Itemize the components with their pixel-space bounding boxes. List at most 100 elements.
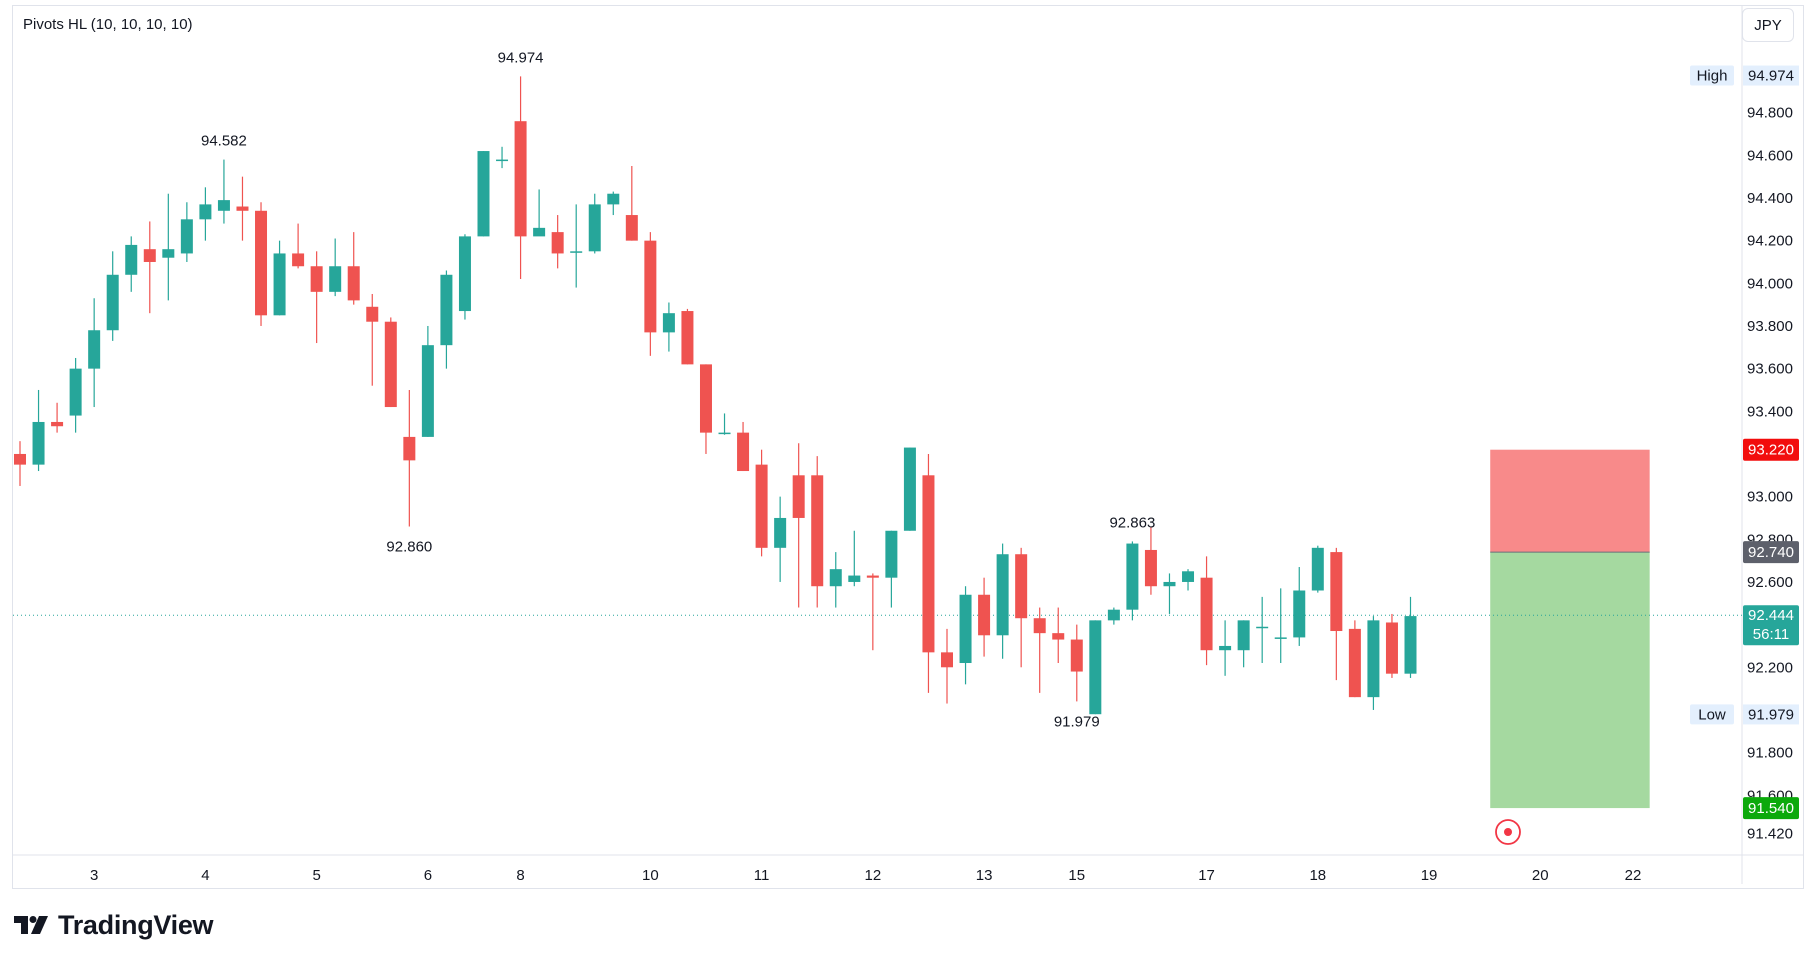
candle-body (811, 475, 824, 587)
price-tick-label: 92.200 (1747, 659, 1793, 676)
pivot-label: 91.979 (1054, 713, 1100, 730)
candle-body (310, 266, 323, 292)
candle-body (125, 244, 138, 275)
candle-body (792, 475, 805, 518)
current-price-label: 92.444 (1748, 607, 1794, 624)
candle-body (162, 249, 175, 258)
high-tag-label: High (1697, 68, 1728, 85)
stop-price-label: 93.220 (1748, 442, 1794, 459)
stop-loss-zone (1490, 449, 1650, 553)
candle-body (1052, 633, 1065, 640)
candle-body (69, 368, 82, 416)
entry-price-label: 92.740 (1748, 544, 1794, 561)
target-price-label-box (1743, 797, 1799, 820)
candle-body (403, 436, 416, 461)
price-tick-label: 94.600 (1747, 147, 1793, 164)
candle-body (440, 274, 453, 346)
time-tick-label: 15 (1068, 867, 1085, 884)
countdown-label: 56:11 (1753, 626, 1789, 643)
candle-body (699, 364, 712, 433)
candle-body (1144, 549, 1157, 587)
candle-body (273, 253, 286, 316)
candle-body (1293, 590, 1306, 638)
candle-body (217, 200, 230, 211)
candle-body (737, 432, 750, 472)
time-tick-label: 4 (201, 867, 209, 884)
price-tick-label: 91.800 (1747, 745, 1793, 762)
candle-body (143, 249, 156, 262)
candle-body (588, 204, 601, 252)
candle-body (421, 345, 434, 437)
current-price-box (1743, 605, 1799, 646)
candle-body (477, 151, 490, 237)
candle-body (1033, 618, 1046, 634)
currency-button[interactable]: JPY (1742, 8, 1794, 42)
candle-body (625, 215, 638, 241)
time-tick-label: 8 (516, 867, 524, 884)
candle-body (885, 530, 898, 578)
candlestick-chart[interactable]: Pivots HL (10, 10, 10, 10) 94.582 94.974 92… (0, 0, 1814, 900)
candle-body (366, 306, 379, 322)
candle-body (384, 321, 397, 408)
high-tag (1690, 65, 1734, 86)
price-tick-label: 92.600 (1747, 574, 1793, 591)
price-tick-label: 94.200 (1747, 233, 1793, 250)
candle-body (1330, 552, 1343, 632)
candle-body (1274, 637, 1287, 639)
candle-body (570, 251, 583, 253)
candle-body (533, 227, 546, 237)
candle-body (199, 204, 212, 220)
take-profit-zone (1490, 552, 1650, 809)
candle-body (644, 240, 657, 333)
time-tick-label: 20 (1532, 867, 1549, 884)
time-tick-label: 6 (424, 867, 432, 884)
candle-body (514, 121, 527, 237)
price-tick-label: 93.800 (1747, 318, 1793, 335)
tradingview-logo[interactable]: TradingView (14, 905, 214, 945)
candle-body (329, 266, 342, 292)
candle-body (1404, 616, 1417, 674)
candle-body (1163, 581, 1176, 587)
candle-body (1367, 620, 1380, 698)
indicator-legend: Pivots HL (10, 10, 10, 10) (23, 16, 193, 33)
candle-body (1107, 609, 1120, 621)
candle-body (922, 475, 935, 653)
tradingview-logo-icon (14, 916, 48, 934)
price-tick-label: 94.800 (1747, 105, 1793, 122)
price-tick-label: 93.400 (1747, 403, 1793, 420)
time-tick-label: 12 (864, 867, 881, 884)
candle-body (829, 569, 842, 587)
candle-body (292, 253, 305, 267)
pivot-label: 94.582 (201, 133, 247, 150)
candle-body (978, 594, 991, 636)
candle-body (180, 219, 193, 254)
price-tick-label: 91.420 (1747, 826, 1793, 843)
candle-body (1348, 628, 1361, 698)
time-tick-label: 5 (312, 867, 320, 884)
candle-body (755, 464, 768, 548)
candle-body (1237, 620, 1250, 651)
low-tag-label: Low (1698, 706, 1726, 723)
candle-body (607, 193, 620, 205)
replay-marker-dot (1504, 828, 1512, 836)
price-tick-label: 94.400 (1747, 190, 1793, 207)
time-tick-label: 18 (1309, 867, 1326, 884)
tradingview-wordmark: TradingView (58, 909, 214, 940)
candle-body (255, 210, 268, 316)
candle-body (1200, 577, 1213, 651)
candle-body (1385, 622, 1398, 674)
candle-body (662, 313, 675, 333)
chart-frame[interactable] (12, 5, 1804, 889)
replay-marker-icon[interactable] (1495, 819, 1521, 845)
candle-body (866, 575, 879, 578)
candle-body (718, 432, 731, 435)
candle-body (903, 447, 916, 531)
pivot-label: 92.863 (1109, 514, 1155, 531)
candle-body (551, 232, 564, 254)
time-tick-label: 19 (1421, 867, 1438, 884)
high-value-box (1743, 65, 1799, 86)
low-tag (1690, 704, 1734, 725)
candle-body (959, 594, 972, 664)
candle-body (14, 453, 26, 465)
time-tick-label: 10 (642, 867, 659, 884)
